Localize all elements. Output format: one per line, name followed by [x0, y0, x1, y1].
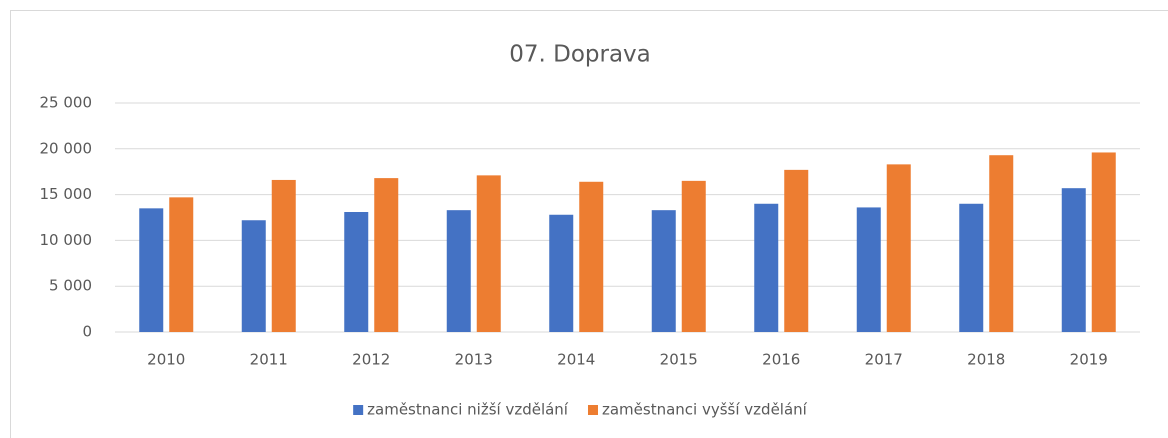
bar	[579, 181, 604, 332]
legend-swatch	[353, 405, 364, 415]
bar	[959, 203, 984, 332]
bar	[681, 180, 706, 332]
bar	[754, 203, 779, 332]
bar	[1061, 188, 1086, 332]
y-tick-label: 15 000	[40, 185, 93, 203]
bar	[1091, 152, 1116, 332]
bar	[271, 179, 296, 332]
bar	[476, 175, 501, 332]
x-tick-label: 2015	[660, 351, 698, 369]
legend-label: zaměstnanci nižší vzdělání	[367, 401, 569, 419]
y-tick-label: 20 000	[40, 139, 93, 157]
y-tick-label: 10 000	[40, 231, 93, 249]
bar	[344, 212, 369, 332]
x-tick-label: 2018	[967, 351, 1005, 369]
chart-title: 07. Doprava	[509, 42, 651, 68]
bar	[241, 220, 266, 332]
legend-swatch	[587, 405, 598, 415]
bar	[374, 178, 399, 332]
x-tick-label: 2019	[1070, 351, 1108, 369]
bar	[856, 207, 881, 332]
bar	[651, 210, 676, 332]
bar	[784, 169, 809, 332]
x-tick-label: 2012	[352, 351, 390, 369]
bar	[886, 164, 911, 332]
bar	[446, 210, 471, 332]
bar	[139, 208, 164, 332]
bar	[989, 155, 1014, 332]
y-tick-label: 5 000	[49, 277, 92, 295]
bar	[549, 214, 574, 332]
x-tick-label: 2016	[762, 351, 800, 369]
bar	[169, 197, 194, 332]
x-tick-label: 2014	[557, 351, 595, 369]
legend-label: zaměstnanci vyšší vzdělání	[602, 401, 808, 419]
x-tick-label: 2010	[147, 351, 185, 369]
x-tick-label: 2017	[865, 351, 903, 369]
y-tick-label: 25 000	[40, 94, 93, 112]
x-tick-label: 2013	[455, 351, 493, 369]
y-tick-label: 0	[82, 323, 92, 341]
x-tick-label: 2011	[250, 351, 288, 369]
